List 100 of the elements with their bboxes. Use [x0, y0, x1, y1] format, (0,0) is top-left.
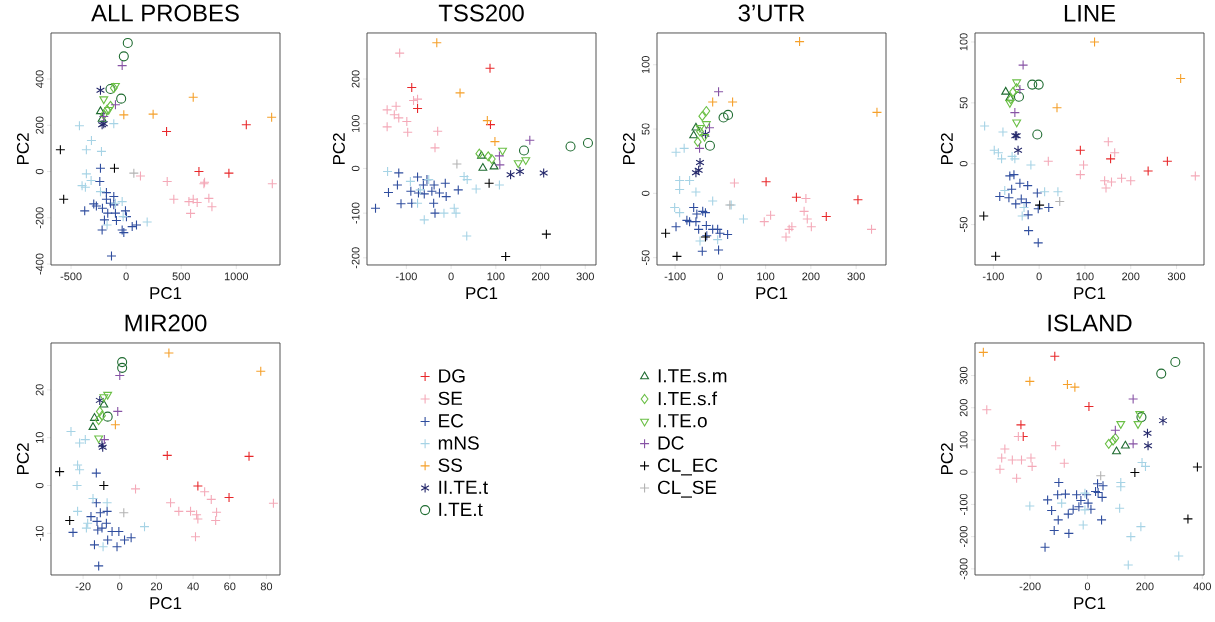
- x-axis-title: PC1: [1074, 287, 1106, 300]
- point: [223, 168, 234, 179]
- point: [729, 178, 740, 189]
- point: [103, 104, 111, 115]
- point: [700, 129, 710, 140]
- y-axis-title: PC2: [940, 133, 953, 165]
- point: [704, 140, 716, 151]
- point: [1032, 129, 1043, 140]
- point: [727, 96, 738, 108]
- point: [1069, 382, 1080, 393]
- point: [102, 219, 113, 231]
- legend-label: DC: [658, 436, 684, 450]
- point: [494, 179, 505, 191]
- y-tick-label: -100: [351, 202, 360, 224]
- point: [1018, 202, 1030, 213]
- x-axis-title: PC1: [1074, 597, 1106, 610]
- point: [478, 162, 488, 171]
- point: [1060, 489, 1071, 500]
- y-tick-label: 200: [35, 116, 44, 134]
- point: [106, 250, 117, 262]
- point: [94, 414, 103, 426]
- point: [120, 205, 131, 216]
- point: [105, 83, 116, 95]
- point: [461, 230, 472, 241]
- point: [1129, 467, 1140, 478]
- legend-label: I.TE.t: [439, 502, 483, 517]
- point: [118, 51, 129, 62]
- point: [203, 193, 214, 204]
- point: [99, 96, 109, 105]
- y-tick-label: 50: [641, 123, 650, 135]
- point: [513, 160, 523, 169]
- point: [518, 145, 530, 156]
- point: [426, 186, 437, 197]
- legend-label: CL_EC: [658, 458, 718, 476]
- point: [130, 483, 141, 494]
- point: [102, 411, 113, 422]
- point: [1135, 411, 1145, 419]
- point: [93, 560, 104, 571]
- point: [1023, 209, 1034, 220]
- point: [494, 150, 505, 161]
- point: [1063, 509, 1074, 520]
- x-axis-title: PC1: [150, 597, 182, 610]
- point: [489, 161, 499, 170]
- point: [67, 527, 79, 538]
- point: [670, 147, 682, 158]
- y-tick-label: -400: [35, 253, 44, 275]
- point: [1063, 528, 1074, 539]
- point: [515, 166, 525, 177]
- x-tick-label: 0: [448, 272, 454, 281]
- y-tick-label: 200: [351, 70, 360, 88]
- point: [455, 87, 466, 98]
- point: [1096, 514, 1107, 525]
- y-tick-label: 0: [959, 161, 968, 167]
- x-tick-label: 100: [757, 272, 775, 281]
- x-tick-label: 60: [224, 582, 236, 591]
- y-tick-label: 0: [35, 482, 44, 489]
- point: [1089, 36, 1100, 48]
- point: [453, 184, 464, 195]
- point: [183, 196, 194, 207]
- point: [92, 524, 103, 536]
- point: [996, 452, 1007, 464]
- point: [1015, 419, 1026, 430]
- point: [1106, 176, 1117, 188]
- legend-label: DG: [439, 369, 465, 383]
- point: [979, 120, 990, 132]
- x-tick-label: 40: [187, 582, 199, 591]
- point: [96, 106, 105, 115]
- x-tick-label: 20: [150, 582, 163, 591]
- point: [1027, 461, 1038, 472]
- point: [1027, 79, 1038, 90]
- point: [102, 506, 113, 517]
- point: [95, 395, 105, 406]
- point: [65, 426, 77, 437]
- point: [1013, 91, 1025, 102]
- point: [997, 127, 1008, 138]
- point: [395, 198, 407, 209]
- point: [1016, 454, 1027, 465]
- point: [1136, 412, 1147, 423]
- y-tick-label: 0: [959, 469, 968, 475]
- x-tick-label: 100: [487, 272, 505, 281]
- point: [1056, 498, 1067, 509]
- point: [1014, 178, 1025, 189]
- point: [106, 100, 115, 111]
- point: [1156, 368, 1167, 379]
- point: [119, 535, 130, 546]
- x-axis-title: PC1: [466, 287, 498, 300]
- point: [88, 422, 98, 430]
- point: [118, 109, 129, 120]
- point: [1053, 514, 1064, 525]
- point: [415, 184, 426, 195]
- point: [799, 206, 810, 217]
- x-axis-title: PC1: [756, 287, 788, 300]
- y-tick-label: 20: [35, 384, 44, 396]
- point: [484, 178, 495, 189]
- point: [1032, 187, 1043, 198]
- point: [1006, 94, 1015, 105]
- x-tick-label: -500: [60, 272, 82, 281]
- point: [95, 406, 104, 417]
- point: [1073, 501, 1084, 512]
- x-tick-label: 300: [576, 272, 594, 281]
